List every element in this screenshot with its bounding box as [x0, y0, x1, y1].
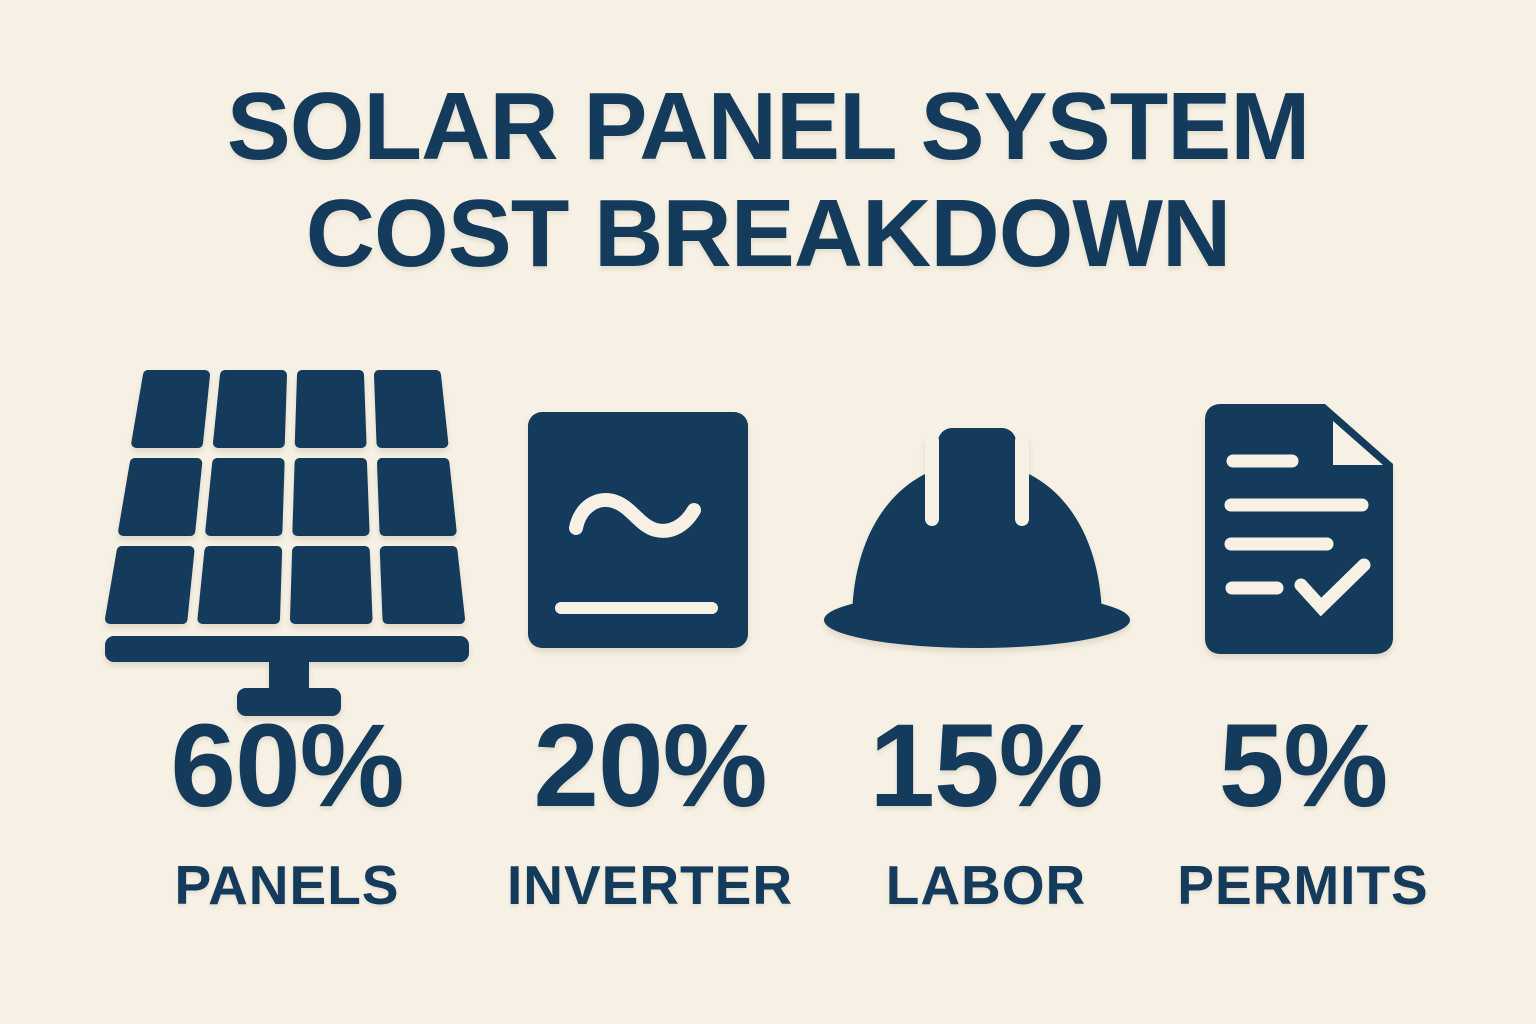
solar-panel-icon [97, 364, 477, 724]
percent-panels: 60% [170, 700, 404, 832]
label-permits: PERMITS [1177, 854, 1429, 916]
label-labor: LABOR [885, 854, 1087, 916]
title-line-2: COST BREAKDOWN [305, 180, 1232, 287]
solar-panel-icon-svg [105, 370, 469, 716]
inverter-icon [528, 412, 748, 648]
document-check-icon-svg [1205, 404, 1393, 654]
percent-labor: 15% [869, 700, 1103, 832]
title-line-1: SOLAR PANEL SYSTEM [226, 73, 1311, 180]
inverter-icon-svg [528, 412, 748, 648]
document-check-icon [1197, 400, 1397, 658]
percent-inverter: 20% [533, 700, 767, 832]
percent-permits: 5% [1218, 700, 1389, 832]
label-panels: PANELS [174, 854, 400, 916]
hard-hat-icon-svg [824, 428, 1130, 648]
hard-hat-icon [822, 424, 1132, 650]
page-title: SOLAR PANEL SYSTEM COST BREAKDOWN [0, 73, 1536, 287]
label-inverter: INVERTER [506, 854, 794, 916]
